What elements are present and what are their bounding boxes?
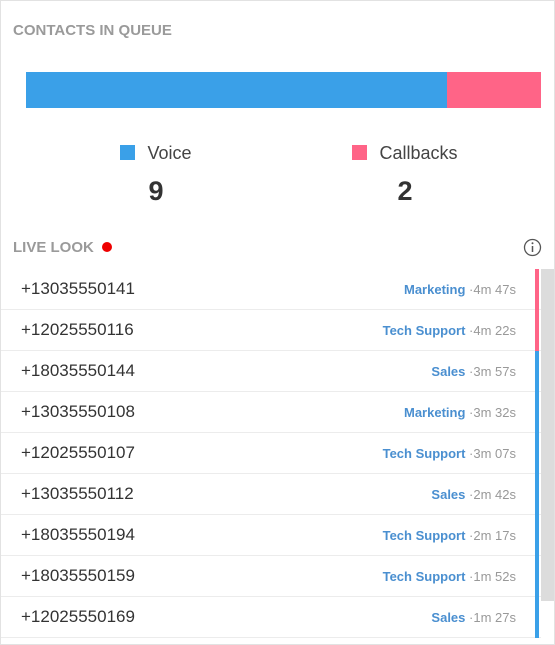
legend-item: Callbacks 2 xyxy=(305,143,505,207)
phone-number: +12025550169 xyxy=(21,607,135,626)
channel-strip xyxy=(535,310,539,351)
queue-info: Sales1m 27s xyxy=(431,610,516,625)
queue-name: Sales xyxy=(431,364,473,379)
bar-segment xyxy=(447,72,541,108)
legend-label-row: Callbacks xyxy=(305,143,505,164)
phone-number: +18035550159 xyxy=(21,566,135,585)
queue-name: Tech Support xyxy=(383,323,474,338)
queue-info: Tech Support3m 07s xyxy=(383,446,516,461)
wait-time: 4m 22s xyxy=(473,323,516,338)
wait-time: 2m 42s xyxy=(473,487,516,502)
wait-time: 3m 32s xyxy=(473,405,516,420)
contact-row[interactable]: +18035550159 Tech Support1m 52s xyxy=(1,556,541,597)
info-icon[interactable] xyxy=(523,238,542,257)
phone-number: +18035550144 xyxy=(21,361,135,380)
contact-row[interactable]: +13035550108 Marketing3m 32s xyxy=(1,392,541,433)
queue-info: Sales3m 57s xyxy=(431,364,516,379)
queue-info: Tech Support4m 22s xyxy=(383,323,516,338)
legend-item: Voice 9 xyxy=(56,143,256,207)
queue-info: Marketing3m 32s xyxy=(404,405,516,420)
queue-info: Tech Support1m 52s xyxy=(383,569,516,584)
phone-number: +13035550112 xyxy=(21,484,134,503)
contact-row[interactable]: +12025550107 Tech Support3m 07s xyxy=(1,433,541,474)
legend-label: Callbacks xyxy=(379,143,458,163)
queue-info: Sales2m 42s xyxy=(431,487,516,502)
queue-name: Marketing xyxy=(404,405,473,420)
channel-strip xyxy=(535,474,539,515)
queue-info: Marketing4m 47s xyxy=(404,282,516,297)
bar-segment xyxy=(26,72,448,108)
contact-list: +13035550141Marketing4m 47s+12025550116T… xyxy=(1,269,541,638)
queue-name: Marketing xyxy=(404,282,473,297)
queue-name: Sales xyxy=(431,610,473,625)
wait-time: 1m 27s xyxy=(473,610,516,625)
phone-number: +12025550107 xyxy=(21,443,135,462)
contact-row[interactable]: +13035550112 Sales2m 42s xyxy=(1,474,541,515)
queue-name: Tech Support xyxy=(383,569,474,584)
live-indicator xyxy=(102,242,112,252)
phone-number: +13035550141 xyxy=(21,279,135,298)
legend-swatch xyxy=(120,145,136,160)
phone-number: +13035550108 xyxy=(21,402,135,421)
channel-strip xyxy=(535,556,539,597)
queue-bar xyxy=(26,72,541,108)
phone-number: +18035550194 xyxy=(21,525,135,544)
queue-name: Tech Support xyxy=(383,446,474,461)
phone-number: +12025550116 xyxy=(21,320,134,339)
contact-row[interactable]: +12025550169 Sales1m 27s xyxy=(1,597,541,638)
channel-strip xyxy=(535,269,539,310)
wait-time: 3m 57s xyxy=(473,364,516,379)
contact-row[interactable]: +18035550144 Sales3m 57s xyxy=(1,351,541,392)
queue-info: Tech Support2m 17s xyxy=(383,528,516,543)
channel-strip xyxy=(535,392,539,433)
wait-time: 1m 52s xyxy=(473,569,516,584)
channel-strip xyxy=(535,433,539,474)
contact-row[interactable]: +13035550141 Marketing4m 47s xyxy=(1,269,541,310)
section-title: LIVE LOOK xyxy=(13,239,94,256)
count: 9 xyxy=(148,176,164,206)
wait-time: 4m 47s xyxy=(473,282,516,297)
wait-time: 2m 17s xyxy=(473,528,516,543)
wait-time: 3m 07s xyxy=(473,446,516,461)
queue-name: Sales xyxy=(431,487,473,502)
section-title: CONTACTS IN QUEUE xyxy=(13,22,172,39)
channel-strip xyxy=(535,515,539,556)
count: 2 xyxy=(397,176,413,206)
legend-label-row: Voice xyxy=(56,143,256,164)
legend-swatch xyxy=(352,145,368,160)
legend-label: Voice xyxy=(147,143,192,163)
scrollbar[interactable] xyxy=(541,269,554,601)
channel-strip xyxy=(535,597,539,638)
contact-row[interactable]: +12025550116 Tech Support4m 22s xyxy=(1,310,541,351)
channel-strip xyxy=(535,351,539,392)
contact-row[interactable]: +18035550194 Tech Support2m 17s xyxy=(1,515,541,556)
queue-name: Tech Support xyxy=(383,528,474,543)
